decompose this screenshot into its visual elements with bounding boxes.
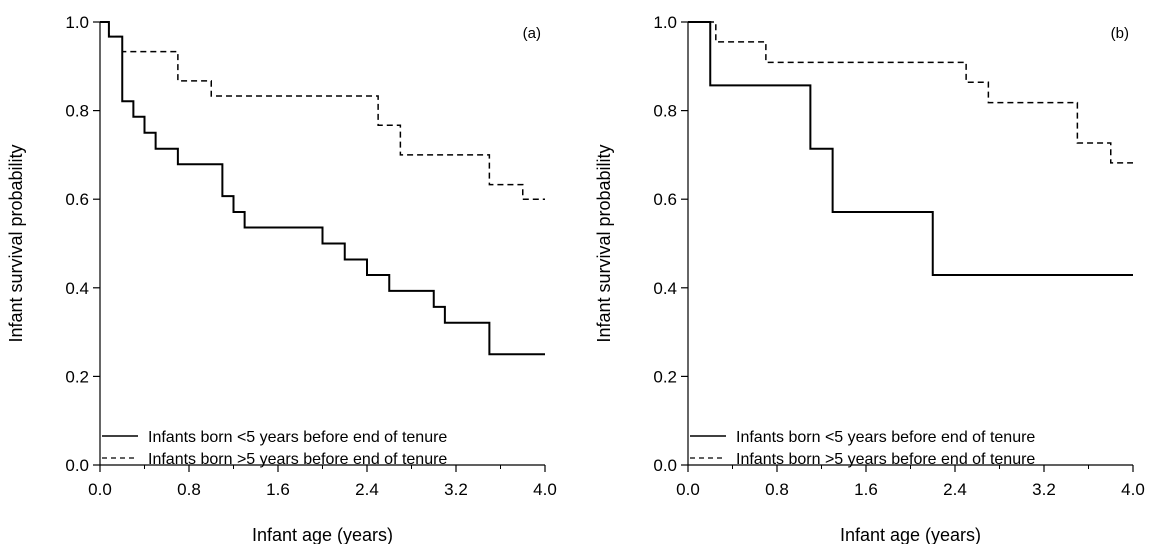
x-axis-title: Infant age (years)	[252, 525, 393, 544]
series-line-2	[100, 21, 545, 200]
legend-label-2: Infants born >5 years before end of tenu…	[148, 451, 447, 468]
y-tick-label: 0.4	[653, 279, 677, 298]
y-tick-label: 0.0	[65, 456, 89, 475]
x-tick-label: 1.6	[854, 480, 878, 499]
y-tick-label: 1.0	[653, 13, 677, 32]
series-line-2	[688, 21, 1133, 164]
y-tick-label: 0.2	[65, 367, 89, 386]
x-tick-label: 2.4	[943, 480, 967, 499]
y-tick-label: 0.4	[65, 279, 89, 298]
panel-a: 0.0 0.8 1.6 2.4 3.2 4.0 0.0 0.2 0.4 0.6 0.8 1.0 Infa…	[6, 13, 557, 544]
x-tick-label: 0.0	[676, 480, 700, 499]
y-tick-label: 0.6	[653, 190, 677, 209]
x-tick-label: 4.0	[533, 480, 557, 499]
x-tick-label: 0.0	[88, 480, 112, 499]
x-axis-title: Infant age (years)	[840, 525, 981, 544]
y-axis-title: Infant survival probability	[594, 144, 614, 342]
legend-label-1: Infants born <5 years before end of tenu…	[736, 429, 1035, 446]
panel-label: (a)	[523, 25, 541, 42]
y-tick-label: 0.0	[653, 456, 677, 475]
x-tick-label: 3.2	[444, 480, 468, 499]
x-tick-label: 3.2	[1032, 480, 1056, 499]
x-tick-label: 1.6	[266, 480, 290, 499]
legend-label-2: Infants born >5 years before end of tenu…	[736, 451, 1035, 468]
x-tick-label: 0.8	[177, 480, 201, 499]
panel-b: 0.0 0.8 1.6 2.4 3.2 4.0 0.0 0.2 0.4 0.6 0.8 1.0 Infa…	[594, 13, 1145, 544]
series-line-1	[688, 21, 1133, 276]
y-tick-label: 0.8	[65, 102, 89, 121]
series-line-1	[100, 21, 545, 356]
x-tick-label: 4.0	[1121, 480, 1145, 499]
legend-label-1: Infants born <5 years before end of tenu…	[148, 429, 447, 446]
x-tick-label: 2.4	[355, 480, 379, 499]
y-tick-label: 0.8	[653, 102, 677, 121]
y-tick-label: 0.2	[653, 367, 677, 386]
y-tick-label: 1.0	[65, 13, 89, 32]
panel-label: (b)	[1111, 25, 1129, 42]
y-axis-title: Infant survival probability	[6, 144, 26, 342]
x-tick-label: 0.8	[765, 480, 789, 499]
y-tick-label: 0.6	[65, 190, 89, 209]
